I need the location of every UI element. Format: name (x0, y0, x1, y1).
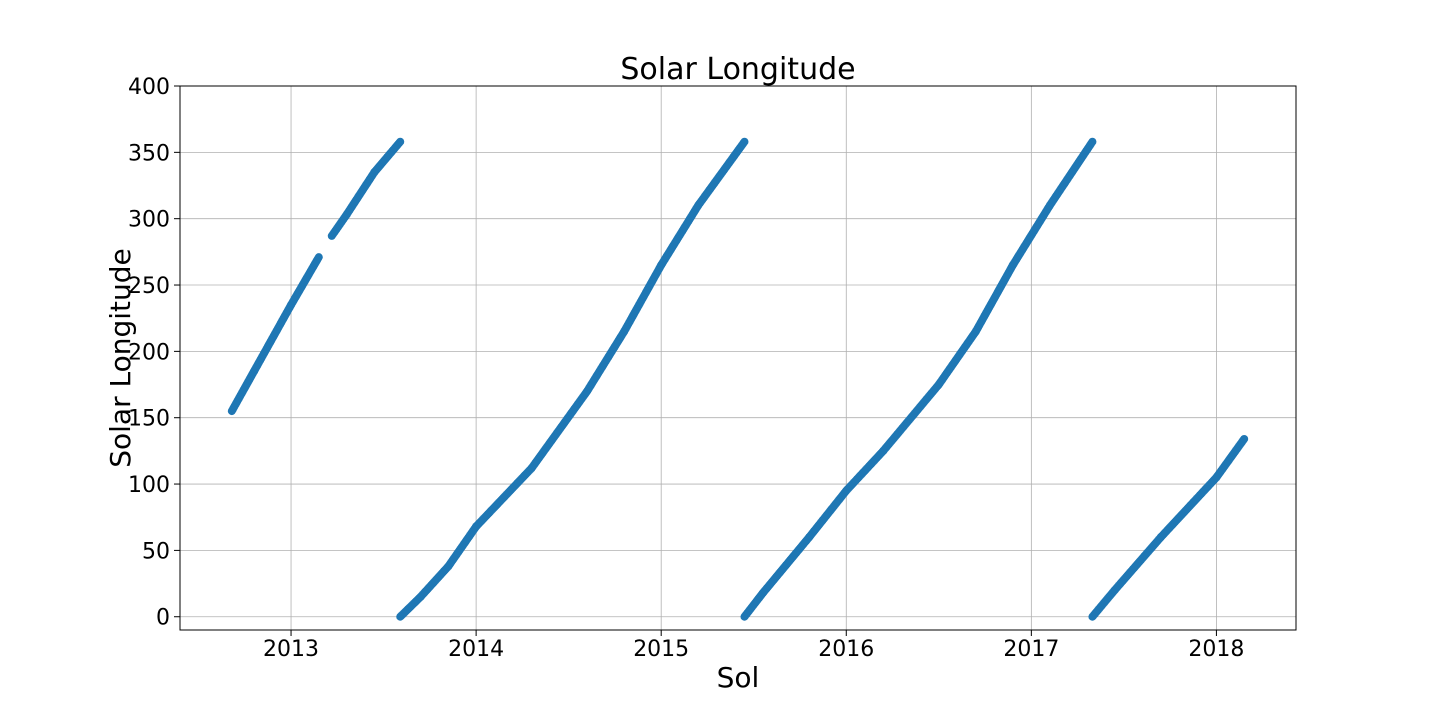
scatter-point (314, 253, 323, 262)
y-tick-label: 100 (128, 473, 170, 498)
x-tick-label: 2015 (633, 637, 689, 662)
grid (180, 85, 1296, 630)
data-points (227, 137, 1249, 621)
x-tick-label: 2016 (818, 637, 874, 662)
x-axis-ticks: 2013 2014 2015 2016 2017 2018 (263, 630, 1244, 662)
x-tick-label: 2017 (1003, 637, 1059, 662)
y-tick-label: 300 (128, 208, 170, 233)
scatter-point (1088, 137, 1097, 146)
y-tick-label: 250 (128, 274, 170, 299)
x-tick-label: 2018 (1188, 637, 1244, 662)
y-tick-label: 400 (128, 75, 170, 100)
y-tick-label: 350 (128, 141, 170, 166)
scatter-point (740, 137, 749, 146)
y-axis-label: Solar Longitude (104, 248, 137, 468)
y-tick-label: 150 (128, 407, 170, 432)
x-axis-label: Sol (717, 661, 760, 694)
y-axis-ticks: 0 50 100 150 200 250 300 350 400 (128, 75, 180, 631)
scatter-point (396, 137, 405, 146)
y-tick-label: 0 (156, 606, 170, 631)
x-tick-label: 2013 (263, 637, 319, 662)
plot-frame (179, 85, 1297, 631)
y-tick-label: 200 (128, 340, 170, 365)
x-tick-label: 2014 (448, 637, 504, 662)
chart-title: Solar Longitude (620, 52, 855, 87)
scatter-point (1240, 434, 1249, 443)
y-tick-label: 50 (142, 539, 170, 564)
